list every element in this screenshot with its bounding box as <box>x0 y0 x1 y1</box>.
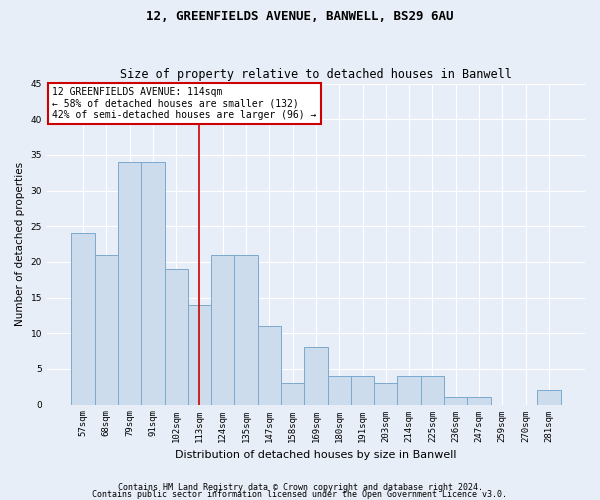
Bar <box>71 234 95 404</box>
Text: 12 GREENFIELDS AVENUE: 114sqm
← 58% of detached houses are smaller (132)
42% of : 12 GREENFIELDS AVENUE: 114sqm ← 58% of d… <box>52 87 317 120</box>
Bar <box>118 162 141 404</box>
Bar <box>537 390 560 404</box>
Bar <box>397 376 421 404</box>
Bar <box>304 348 328 405</box>
X-axis label: Distribution of detached houses by size in Banwell: Distribution of detached houses by size … <box>175 450 457 460</box>
Bar <box>141 162 164 404</box>
Bar <box>374 383 397 404</box>
Bar <box>467 398 491 404</box>
Bar <box>211 255 235 404</box>
Bar <box>444 398 467 404</box>
Bar <box>95 255 118 404</box>
Text: Contains public sector information licensed under the Open Government Licence v3: Contains public sector information licen… <box>92 490 508 499</box>
Bar <box>281 383 304 404</box>
Text: Contains HM Land Registry data © Crown copyright and database right 2024.: Contains HM Land Registry data © Crown c… <box>118 484 482 492</box>
Y-axis label: Number of detached properties: Number of detached properties <box>15 162 25 326</box>
Bar <box>235 255 258 404</box>
Bar <box>258 326 281 404</box>
Bar <box>351 376 374 404</box>
Title: Size of property relative to detached houses in Banwell: Size of property relative to detached ho… <box>120 68 512 81</box>
Bar <box>164 269 188 404</box>
Bar <box>328 376 351 404</box>
Bar <box>421 376 444 404</box>
Bar <box>188 304 211 404</box>
Text: 12, GREENFIELDS AVENUE, BANWELL, BS29 6AU: 12, GREENFIELDS AVENUE, BANWELL, BS29 6A… <box>146 10 454 23</box>
